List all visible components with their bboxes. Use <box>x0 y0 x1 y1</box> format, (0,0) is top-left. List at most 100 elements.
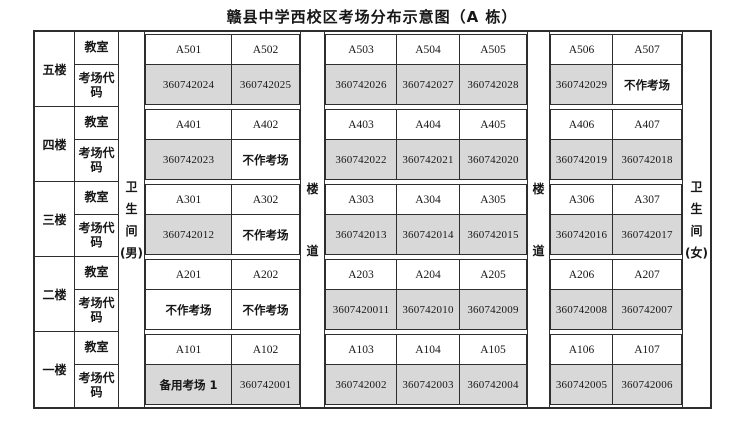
room-cell: A104 <box>396 334 460 365</box>
room-cell: A504 <box>396 34 460 65</box>
room-cell: A401 <box>145 109 232 140</box>
room-cell: A207 <box>612 259 682 290</box>
room-cell: A405 <box>459 109 527 140</box>
room-cell: A501 <box>145 34 232 65</box>
code-cell: 360742004 <box>459 364 527 405</box>
floor-label: 五楼 <box>35 32 75 107</box>
code-cell: 不作考场 <box>231 139 300 180</box>
room-cell: A201 <box>145 259 232 290</box>
code-cell: 备用考场 1 <box>145 364 232 405</box>
row-label-classroom: 教室 <box>75 332 118 365</box>
room-cell: A202 <box>231 259 300 290</box>
wc-female-column-char: 生 <box>690 201 703 216</box>
code-cell: 360742002 <box>325 364 397 405</box>
room-cell: A503 <box>325 34 397 65</box>
code-cell: 360742028 <box>459 64 527 105</box>
code-cell: 360742010 <box>396 289 460 330</box>
code-cell: 360742017 <box>612 214 682 255</box>
room-cell: A102 <box>231 334 300 365</box>
corridor-column-right-char: 楼 <box>532 181 545 196</box>
wc-male-column-char: 间 <box>125 223 138 238</box>
code-cell: 360742014 <box>396 214 460 255</box>
code-cell: 360742018 <box>612 139 682 180</box>
code-cell: 360742008 <box>550 289 613 330</box>
room-cell: A407 <box>612 109 682 140</box>
room-cell: A507 <box>612 34 682 65</box>
wc-male-column: 卫生间 (男) <box>118 32 145 407</box>
page-title: 赣县中学西校区考场分布示意图（A 栋） <box>226 8 518 26</box>
wc-female-column-char: (女) <box>685 245 708 260</box>
code-cell: 360742009 <box>459 289 527 330</box>
row-label-classroom: 教室 <box>75 257 118 290</box>
room-cell: A301 <box>145 184 232 215</box>
exam-room-layout-table: 五楼 教室 考场代码 A501 A502 A503 A504 A505 A506 A507 3607… <box>33 30 712 409</box>
code-cell: 360742016 <box>550 214 613 255</box>
room-cell: A103 <box>325 334 397 365</box>
row-label-classroom: 教室 <box>75 182 118 215</box>
room-cell: A305 <box>459 184 527 215</box>
row-label-code: 考场代码 <box>75 140 118 182</box>
code-cell: 360742024 <box>145 64 232 105</box>
wc-female-column-char: 卫 <box>690 179 703 194</box>
row-label-code: 考场代码 <box>78 371 115 399</box>
corridor-column-right-char: 道 <box>532 243 545 258</box>
corridor-column-left: 楼道 <box>300 32 325 407</box>
code-cell: 360742019 <box>550 139 613 180</box>
code-cell: 360742007 <box>612 289 682 330</box>
room-cell: A302 <box>231 184 300 215</box>
row-label-classroom: 教室 <box>75 107 118 140</box>
wc-male-column-char: 卫 <box>125 179 138 194</box>
code-cell: 360742022 <box>325 139 397 180</box>
room-cell: A505 <box>459 34 527 65</box>
code-cell: 360742015 <box>459 214 527 255</box>
room-cell: A205 <box>459 259 527 290</box>
room-cell: A303 <box>325 184 397 215</box>
code-cell: 360742003 <box>396 364 460 405</box>
code-cell: 不作考场 <box>145 289 232 330</box>
wc-male-column-char: (男) <box>120 245 143 260</box>
floor-label: 四楼 <box>35 107 75 182</box>
wc-female-column-char: 间 <box>690 223 703 238</box>
room-cell: A101 <box>145 334 232 365</box>
code-cell: 360742013 <box>325 214 397 255</box>
row-label-code: 考场代码 <box>75 65 118 107</box>
corridor-column-left-char: 道 <box>306 243 319 258</box>
room-cell: A203 <box>325 259 397 290</box>
room-cell: A403 <box>325 109 397 140</box>
room-cell: A402 <box>231 109 300 140</box>
code-cell: 不作考场 <box>231 214 300 255</box>
room-cell: A506 <box>550 34 613 65</box>
code-cell: 360742023 <box>145 139 232 180</box>
room-cell: A107 <box>612 334 682 365</box>
room-cell: A304 <box>396 184 460 215</box>
room-cell: A206 <box>550 259 613 290</box>
room-cell: A106 <box>550 334 613 365</box>
code-cell: 不作考场 <box>612 64 682 105</box>
room-cell: A105 <box>459 334 527 365</box>
room-cell: A306 <box>550 184 613 215</box>
wc-female-column: 卫生间 (女) <box>682 32 710 407</box>
room-cell: A204 <box>396 259 460 290</box>
corridor-column-right: 楼道 <box>527 32 550 407</box>
code-cell: 360742006 <box>612 364 682 405</box>
floor-label: 三楼 <box>35 182 75 257</box>
room-cell: A307 <box>612 184 682 215</box>
code-cell: 360742005 <box>550 364 613 405</box>
code-cell: 3607420011 <box>325 289 397 330</box>
row-label-classroom: 教室 <box>75 32 118 65</box>
code-cell: 360742021 <box>396 139 460 180</box>
code-cell: 360742001 <box>231 364 300 405</box>
room-cell: A406 <box>550 109 613 140</box>
code-cell: 360742026 <box>325 64 397 105</box>
floor-label: 二楼 <box>35 257 75 332</box>
code-cell: 360742020 <box>459 139 527 180</box>
room-cell: A502 <box>231 34 300 65</box>
code-cell: 360742029 <box>550 64 613 105</box>
corridor-column-left-char: 楼 <box>306 181 319 196</box>
row-label-code: 考场代码 <box>75 215 118 257</box>
floor-label: 一楼 <box>35 332 75 407</box>
code-cell: 360742025 <box>231 64 300 105</box>
code-cell: 360742027 <box>396 64 460 105</box>
code-cell: 不作考场 <box>231 289 300 330</box>
code-cell: 360742012 <box>145 214 232 255</box>
